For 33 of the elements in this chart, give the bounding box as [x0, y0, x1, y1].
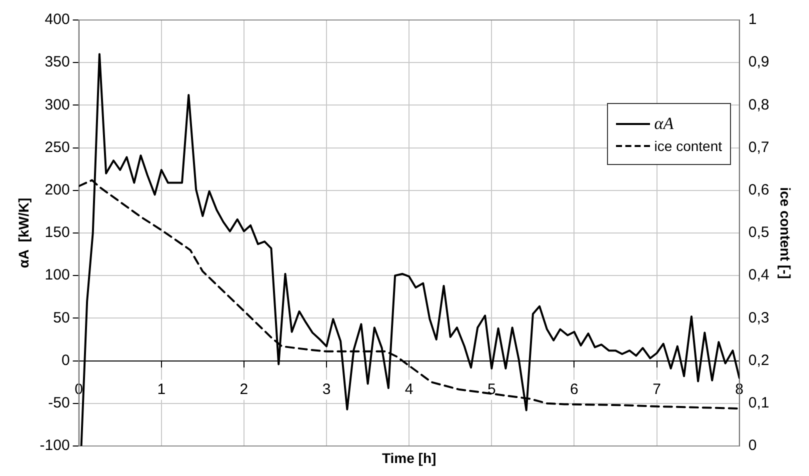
y-tick-label: 350: [44, 54, 70, 71]
y2-tick-label: 0,1: [748, 394, 770, 412]
y2-tick-label: 0,2: [748, 352, 770, 369]
x-tick-label: 4: [404, 380, 414, 398]
y-axis-title: αA [kW/K]: [15, 198, 32, 268]
y2-axis-title: ice content [-]: [778, 187, 794, 279]
y-tick-label: -50: [48, 394, 70, 412]
y-tick-label: 250: [44, 138, 70, 156]
x-tick-label: 3: [322, 380, 331, 398]
legend-label: αA: [654, 114, 674, 134]
y2-tick-label: 0: [748, 437, 757, 454]
x-tick-label: 7: [652, 380, 661, 398]
y2-tick-label: 0,7: [748, 138, 770, 156]
y2-tick-label: 1: [748, 11, 757, 28]
x-tick-label: 2: [240, 380, 248, 398]
x-tick-label: 1: [157, 380, 166, 398]
legend-label: ice content: [654, 138, 722, 154]
y2-tick-label: 0,9: [748, 54, 770, 71]
x-axis-title: Time [h]: [382, 450, 436, 466]
y-tick-label: 200: [44, 182, 70, 199]
y-tick-label: 400: [44, 11, 70, 28]
y-tick-label: 100: [44, 266, 70, 284]
y-tick-label: 150: [44, 224, 70, 242]
y2-tick-label: 0,5: [748, 224, 770, 242]
y2-tick-label: 0,3: [748, 309, 770, 326]
y-tick-label: 300: [44, 96, 70, 114]
y-tick-label: 0: [61, 352, 70, 369]
y2-tick-label: 0,8: [748, 96, 770, 114]
x-tick-label: 6: [570, 380, 578, 398]
y2-tick-label: 0,4: [748, 266, 770, 284]
y-tick-label: -100: [40, 437, 70, 454]
y-tick-label: 50: [53, 309, 70, 326]
y2-tick-label: 0,6: [748, 182, 770, 199]
